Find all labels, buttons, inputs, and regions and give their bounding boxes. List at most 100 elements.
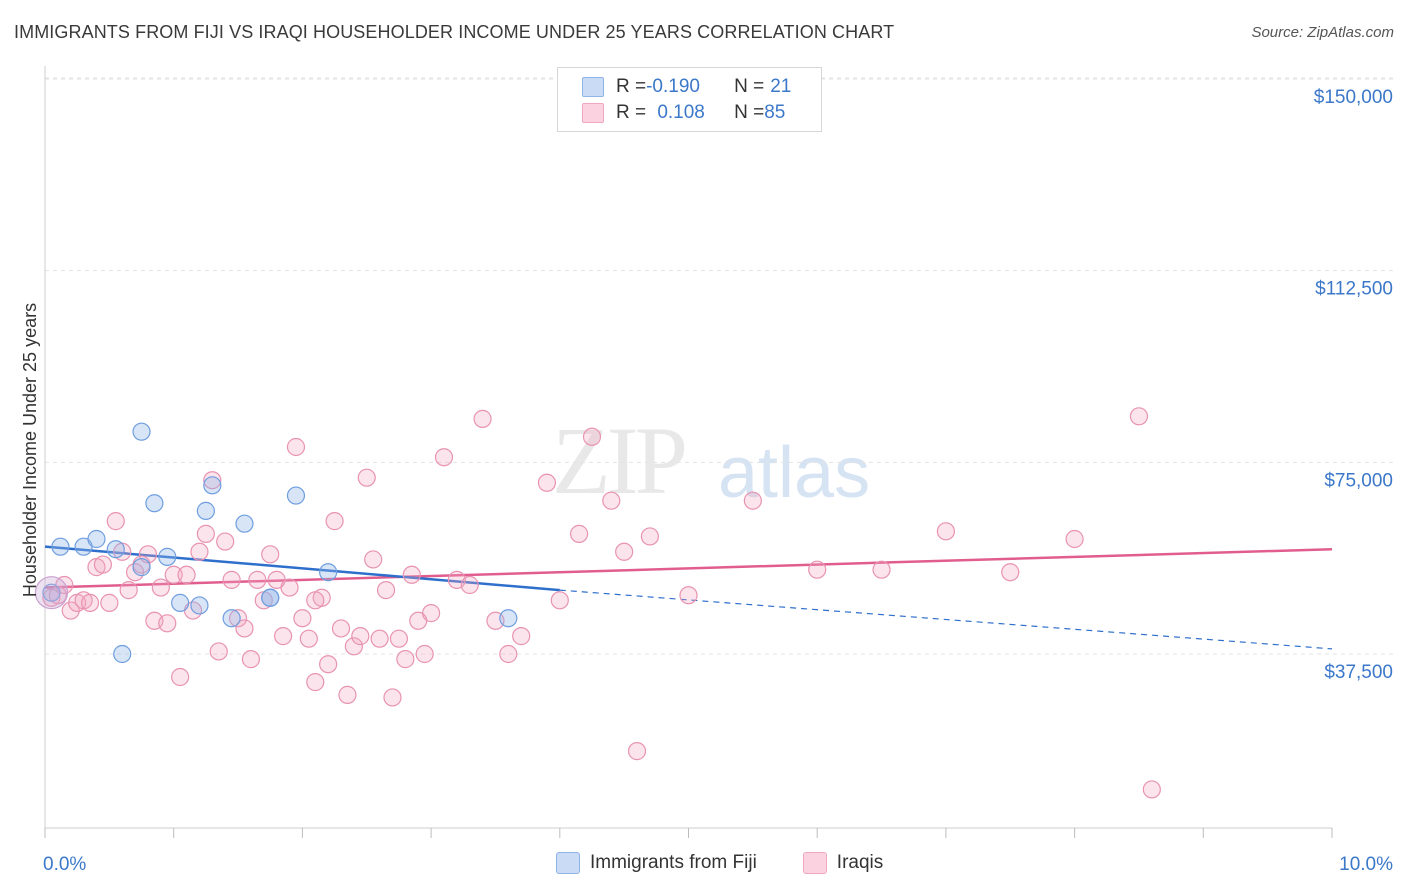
point-iraqis [344, 637, 363, 656]
point-iraqis [364, 550, 383, 569]
point-iraqis [293, 609, 312, 628]
y-tick-label: $150,000 [1314, 87, 1393, 108]
point-iraqis [331, 619, 351, 638]
point-iraqis [627, 742, 647, 761]
point-iraqis [1001, 563, 1020, 582]
legend-label-iraqis: Iraqis [836, 852, 884, 873]
point-iraqis [512, 627, 531, 646]
point-iraqis [248, 570, 267, 589]
point-iraqis [177, 565, 196, 584]
point-iraqis [158, 614, 177, 633]
point-iraqis [119, 581, 138, 600]
point-iraqis [570, 524, 589, 543]
point-iraqis [422, 604, 441, 623]
trend-line-iraqis [44, 547, 1333, 589]
point-iraqis [164, 565, 183, 584]
point-iraqis [241, 650, 261, 669]
point-fiji [106, 540, 125, 559]
point-iraqis [872, 560, 891, 579]
point-iraqis [550, 591, 569, 610]
point-cluster [34, 576, 69, 610]
point-iraqis [434, 448, 454, 467]
point-iraqis [679, 586, 698, 605]
axes [44, 66, 1333, 838]
series-legend: Immigrants from Fiji Iraqis [556, 852, 883, 874]
y-tick-label: $37,500 [1324, 662, 1393, 683]
point-iraqis [357, 468, 376, 487]
point-fiji [158, 547, 177, 566]
legend-r-value: -0.190 [646, 76, 700, 97]
point-iraqis [1129, 407, 1149, 426]
point-fiji [196, 501, 215, 520]
point-fiji [319, 563, 338, 582]
point-fiji [190, 596, 209, 615]
point-iraqis [402, 565, 421, 584]
point-fiji [87, 529, 106, 549]
point-iraqis [151, 578, 170, 597]
source-label: Source: ZipAtlas.com [1251, 24, 1394, 41]
point-iraqis [473, 409, 492, 428]
point-iraqis [396, 650, 415, 669]
point-iraqis [460, 575, 479, 595]
tick-labels: $37,500 $75,000 $112,500 $150,000 0.0% 10.0% H… [20, 87, 1393, 875]
y-tick-label: $112,500 [1315, 279, 1393, 300]
point-iraqis [209, 642, 228, 661]
point-iraqis [80, 593, 100, 612]
data-points [34, 407, 1161, 799]
point-iraqis [306, 673, 325, 692]
point-iraqis [93, 555, 113, 574]
point-iraqis [325, 512, 344, 531]
point-iraqis [261, 545, 280, 564]
point-fiji [132, 558, 151, 577]
point-iraqis [602, 491, 621, 510]
y-tick-label: $75,000 [1324, 470, 1393, 491]
point-iraqis [216, 532, 235, 551]
point-fiji [203, 476, 222, 495]
watermark-zip: ZIP [552, 407, 688, 514]
point-iraqis [319, 655, 338, 674]
point-iraqis [286, 437, 306, 457]
legend-swatch-iraqis [582, 103, 604, 123]
point-fiji [113, 644, 132, 664]
point-iraqis [171, 667, 190, 687]
point-iraqis [615, 542, 634, 561]
point-iraqis [280, 578, 299, 597]
legend-row-iraqis: R = 0.108 N = 85 [582, 101, 785, 125]
point-iraqis [582, 427, 602, 446]
legend-n-value: 21 [770, 76, 792, 97]
point-fiji [235, 514, 254, 533]
point-fiji [51, 537, 70, 556]
point-fiji [42, 583, 61, 602]
legend-r-label: R = [616, 76, 647, 97]
point-iraqis [190, 542, 209, 561]
point-iraqis [743, 491, 762, 510]
point-iraqis [351, 627, 370, 646]
point-iraqis [1142, 780, 1161, 799]
legend-r-label: R = [616, 102, 647, 123]
point-iraqis [370, 629, 389, 648]
legend-n-label: N = [734, 102, 765, 123]
point-iraqis [273, 627, 293, 646]
legend-row-fiji: R = -0.190 N = 21 [582, 75, 791, 99]
point-iraqis [808, 560, 827, 579]
point-iraqis [306, 591, 325, 610]
point-iraqis [1065, 529, 1084, 549]
legend-label-fiji: Immigrants from Fiji [590, 852, 757, 873]
x-tick-label: 10.0% [1339, 854, 1393, 875]
y-axis-label: Householder Income Under 25 years [20, 303, 40, 597]
point-iraqis [106, 512, 125, 531]
point-iraqis [228, 609, 248, 628]
point-fiji [499, 609, 518, 628]
point-iraqis [389, 629, 409, 648]
point-iraqis [383, 688, 402, 707]
stats-legend: R = -0.190 N = 21 R = 0.108 N = 85 [557, 67, 822, 132]
point-iraqis [376, 581, 396, 600]
point-fiji [286, 486, 306, 505]
point-fiji [171, 593, 190, 612]
point-iraqis [537, 473, 557, 492]
point-iraqis [100, 593, 119, 612]
x-tick-label: 0.0% [43, 854, 86, 875]
point-iraqis [640, 527, 659, 546]
legend-swatch-fiji [582, 77, 604, 97]
